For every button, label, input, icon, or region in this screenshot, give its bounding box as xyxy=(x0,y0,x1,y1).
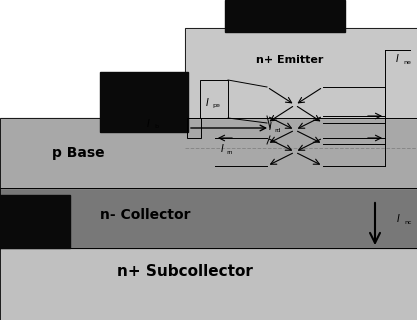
Text: ne: ne xyxy=(403,60,411,66)
Bar xyxy=(0,118,417,188)
Text: rn: rn xyxy=(227,149,233,155)
Text: p Base: p Base xyxy=(52,146,104,160)
Text: $I$: $I$ xyxy=(396,212,400,224)
Text: $I$: $I$ xyxy=(395,52,399,64)
Bar xyxy=(0,188,417,248)
Text: b: b xyxy=(154,124,158,130)
Bar xyxy=(0,118,417,188)
Bar xyxy=(0,248,417,320)
Text: nc: nc xyxy=(404,220,412,226)
Bar xyxy=(185,28,417,118)
Bar xyxy=(0,248,417,320)
Bar xyxy=(225,0,345,32)
Bar xyxy=(0,188,417,248)
Text: $I$: $I$ xyxy=(205,96,210,108)
Bar xyxy=(0,195,70,248)
Text: n- Collector: n- Collector xyxy=(100,208,190,222)
Bar xyxy=(187,118,201,138)
Text: rd: rd xyxy=(275,127,281,132)
Text: $I$: $I$ xyxy=(146,117,150,129)
Bar xyxy=(200,80,228,118)
Text: $I$: $I$ xyxy=(268,120,272,132)
Bar xyxy=(100,72,188,132)
Text: n+ Subcollector: n+ Subcollector xyxy=(117,265,253,279)
Text: $I$: $I$ xyxy=(220,142,224,154)
Text: pe: pe xyxy=(212,103,220,108)
Bar xyxy=(185,28,417,118)
Text: n+ Emitter: n+ Emitter xyxy=(256,55,324,65)
